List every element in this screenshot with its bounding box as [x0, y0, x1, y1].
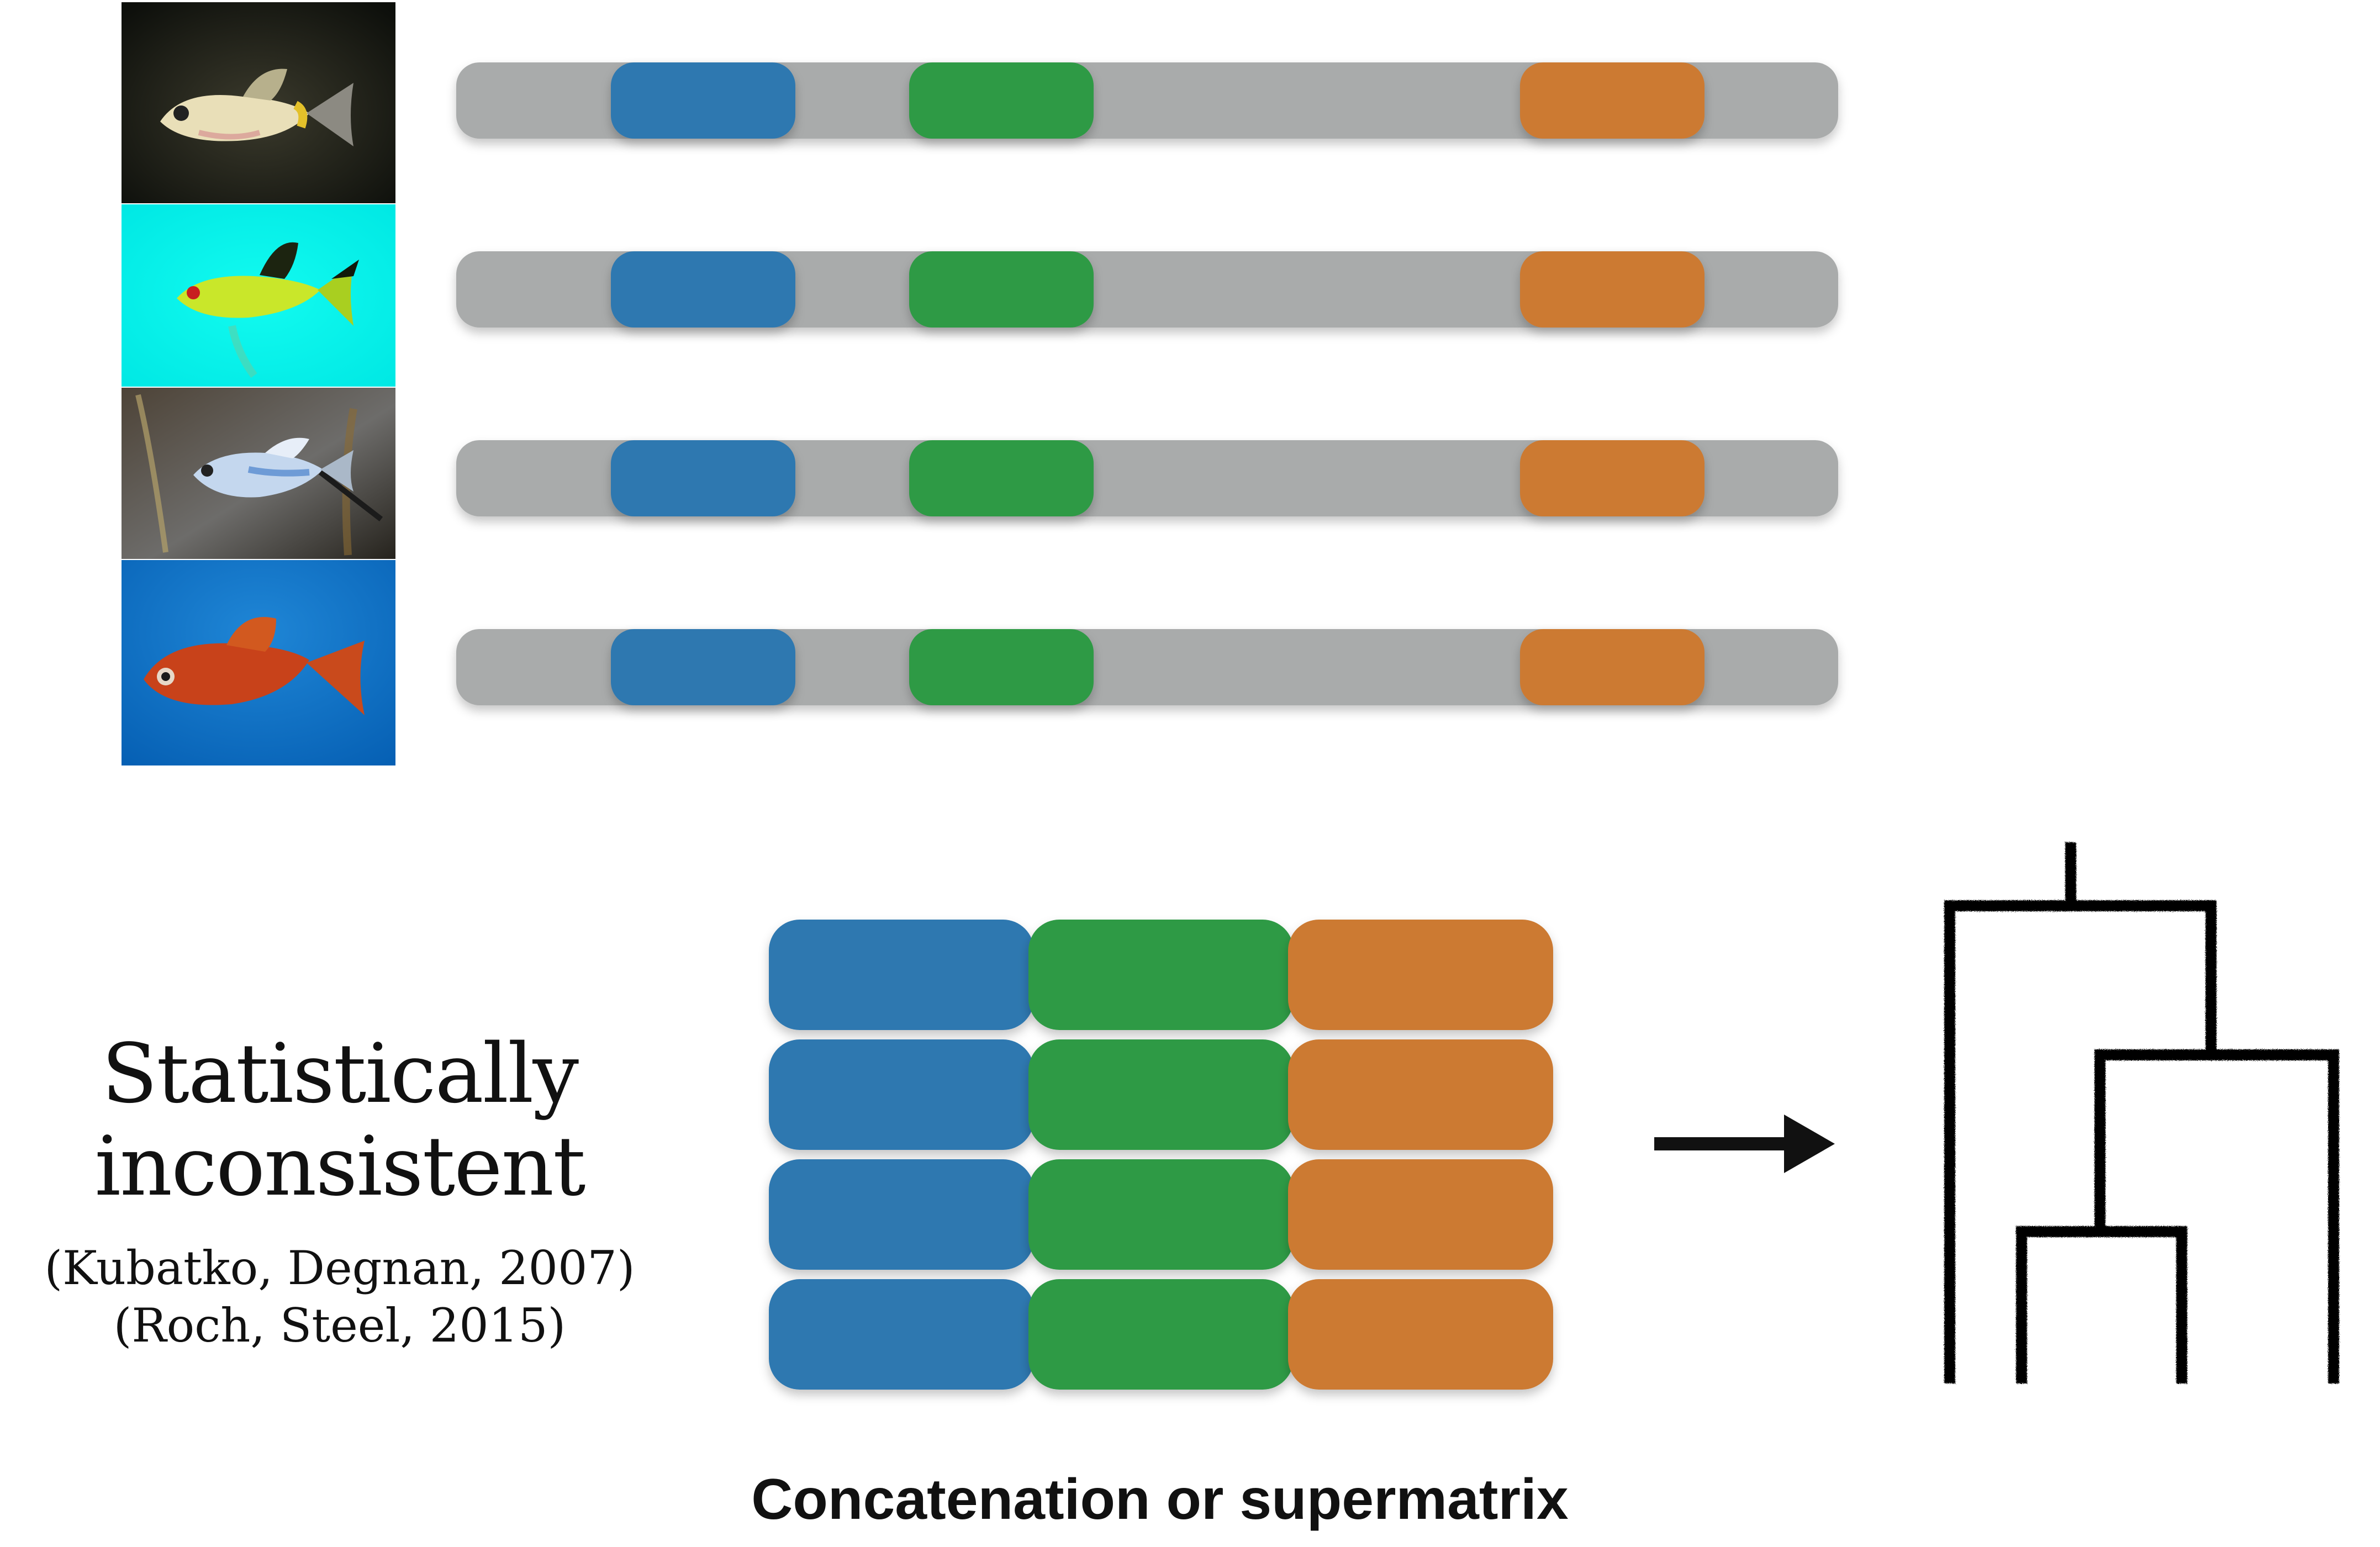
- gene-block-blue: [611, 62, 795, 139]
- supermatrix-cell-blue: [769, 1159, 1034, 1270]
- fish-photo-neon-green-swordtail: [122, 204, 395, 387]
- citation-kubatko-degnan: (Kubatko, Degnan, 2007): [44, 1241, 635, 1295]
- supermatrix-cell-orange: [1288, 1159, 1553, 1270]
- supermatrix-cell-green: [1028, 1159, 1294, 1270]
- gene-block-orange: [1520, 251, 1704, 328]
- citation-roch-steel: (Roch, Steel, 2015): [113, 1298, 566, 1353]
- genome-bar: [456, 251, 1838, 328]
- statistically-inconsistent-label: Statistically inconsistent: [94, 1026, 585, 1214]
- gene-block-orange: [1520, 440, 1704, 516]
- gene-block-green: [909, 62, 1094, 139]
- genome-row: [456, 62, 1838, 139]
- supermatrix-cell-green: [1028, 1039, 1294, 1150]
- genome-row: [456, 440, 1838, 516]
- supermatrix-cell-orange: [1288, 1279, 1553, 1390]
- supermatrix-cell-blue: [769, 1279, 1034, 1390]
- supermatrix-cell-green: [1028, 920, 1294, 1030]
- fish-photo-red-platy: [122, 560, 395, 765]
- gene-block-green: [909, 629, 1094, 705]
- supermatrix: [769, 920, 1553, 1390]
- statistical-consistency-note: Statistically inconsistent (Kubatko, Deg…: [0, 1027, 679, 1354]
- species-photos: [122, 2, 395, 765]
- genome-row: [456, 251, 1838, 328]
- gene-block-orange: [1520, 62, 1704, 139]
- supermatrix-row: [769, 1039, 1553, 1150]
- genome-bar: [456, 629, 1838, 705]
- gene-block-green: [909, 440, 1094, 516]
- supermatrix-row: [769, 1279, 1553, 1390]
- gene-block-orange: [1520, 629, 1704, 705]
- supermatrix-cell-blue: [769, 920, 1034, 1030]
- supermatrix-cell-orange: [1288, 1039, 1553, 1150]
- gene-block-blue: [611, 629, 795, 705]
- supermatrix-row: [769, 920, 1553, 1030]
- phylogenetic-tree-icon: [1944, 842, 2339, 1384]
- genome-row: [456, 629, 1838, 705]
- supermatrix-cell-orange: [1288, 920, 1553, 1030]
- fish-photo-silver-blue-swordtail: [122, 388, 395, 559]
- right-arrow-icon: [1654, 1115, 1835, 1173]
- genome-bar: [456, 440, 1838, 516]
- supermatrix-row: [769, 1159, 1553, 1270]
- supermatrix-cell-green: [1028, 1279, 1294, 1390]
- diagram-caption: Concatenation or supermatrix: [751, 1467, 1569, 1532]
- gene-block-blue: [611, 440, 795, 516]
- gene-block-blue: [611, 251, 795, 328]
- fish-photo-pale-platyfish: [122, 2, 395, 203]
- genome-bar: [456, 62, 1838, 139]
- supermatrix-cell-blue: [769, 1039, 1034, 1150]
- genome-alignments: [456, 62, 1838, 705]
- gene-block-green: [909, 251, 1094, 328]
